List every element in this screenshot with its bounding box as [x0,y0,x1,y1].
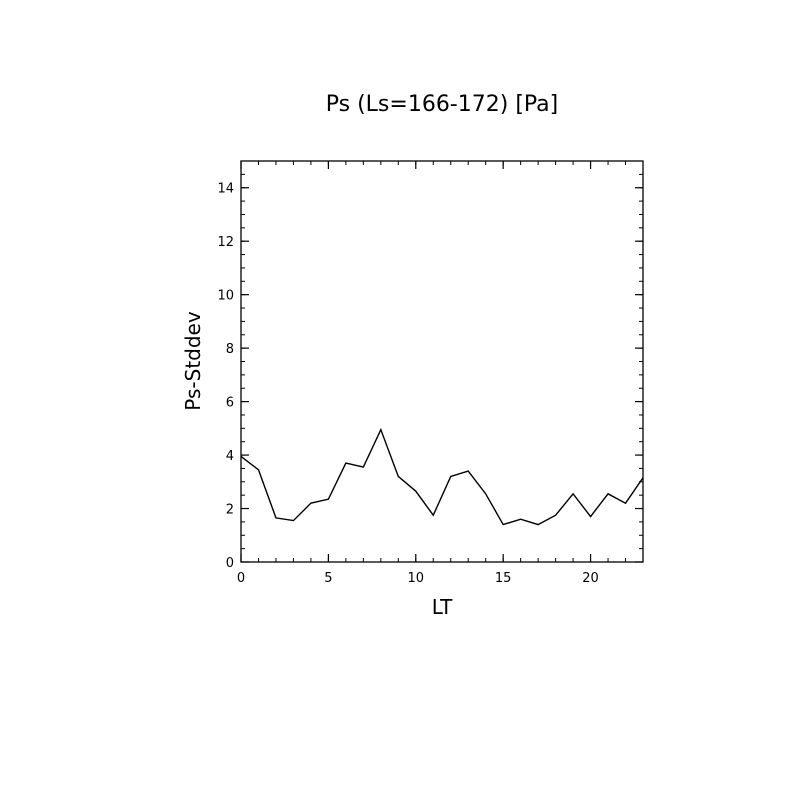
plot-frame [240,160,644,563]
chart-title: Ps (Ls=166-172) [Pa] [326,92,559,117]
y-tick-label: 12 [217,235,234,250]
y-tick-label: 14 [217,182,234,197]
y-tick-label: 6 [226,396,234,411]
y-tick-label: 0 [226,556,234,571]
y-tick-label: 10 [217,289,234,304]
series-line [240,427,644,526]
y-axis-label: Ps-Stddev [181,311,205,411]
y-axis-ticks: 0 2 4 6 8 10 12 14 [217,160,643,571]
y-tick-label: 4 [226,449,234,464]
x-axis-ticks: 0 5 10 15 20 [237,161,644,586]
y-tick-label: 8 [226,342,234,357]
x-tick-label: 5 [324,571,332,586]
x-tick-label: 15 [495,571,512,586]
series-group [240,427,644,526]
x-axis-label: LT [432,595,453,619]
x-tick-label: 0 [237,571,245,586]
x-tick-label: 10 [408,571,425,586]
y-tick-label: 2 [226,503,234,518]
x-tick-label: 20 [582,571,599,586]
